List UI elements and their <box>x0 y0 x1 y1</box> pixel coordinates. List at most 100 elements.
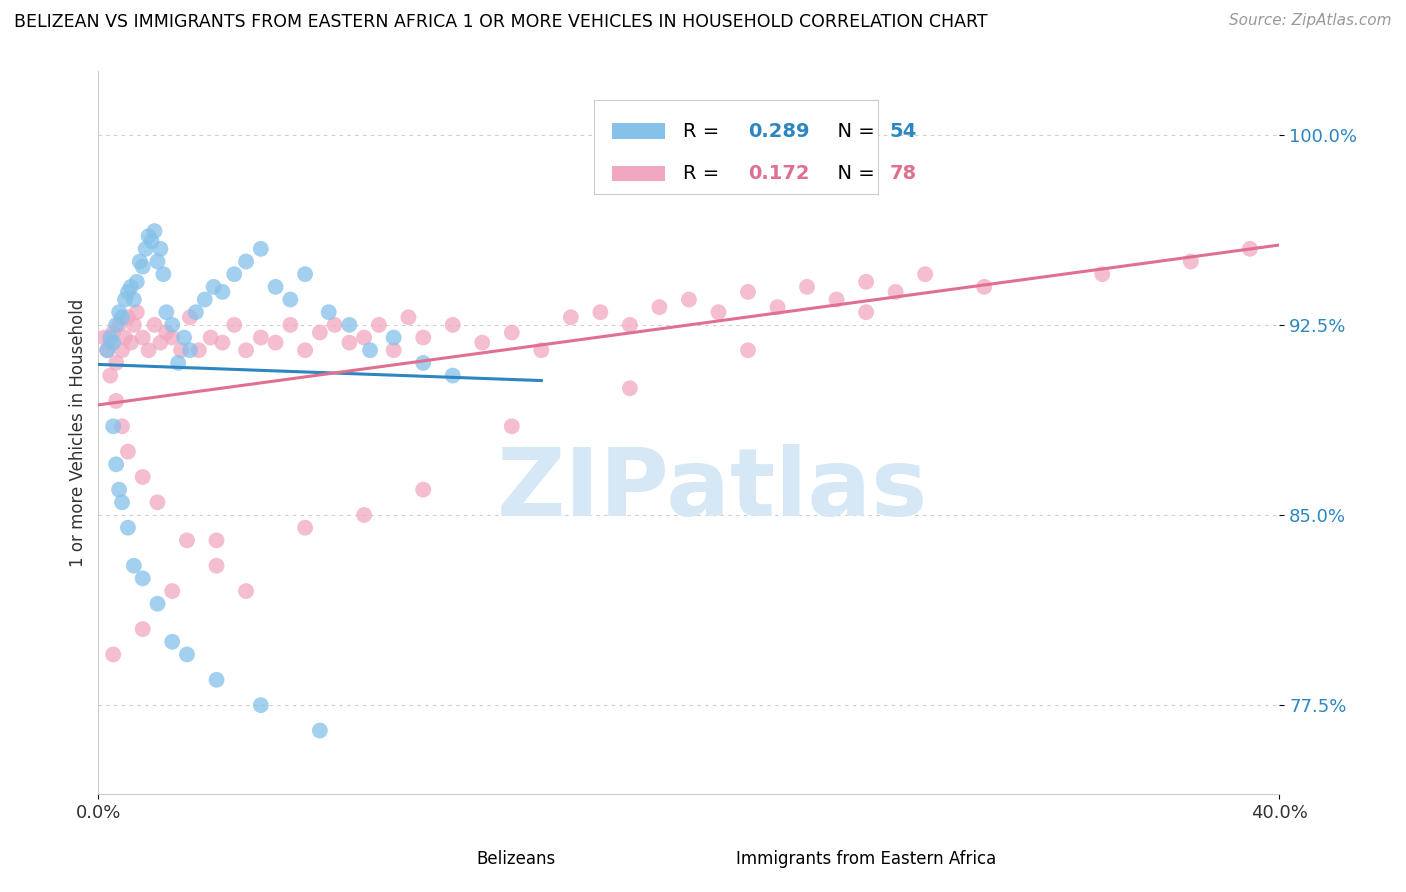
Text: Belizeans: Belizeans <box>477 850 555 868</box>
Point <box>1091 267 1114 281</box>
Point <box>194 293 217 307</box>
Point <box>589 305 612 319</box>
Point <box>111 310 134 325</box>
Point <box>412 483 434 497</box>
Point <box>114 330 136 344</box>
Text: Immigrants from Eastern Africa: Immigrants from Eastern Africa <box>737 850 997 868</box>
Text: 0.289: 0.289 <box>748 121 810 141</box>
Point <box>105 318 128 332</box>
Point <box>224 318 246 332</box>
Point <box>250 242 273 256</box>
Text: N =: N = <box>825 164 880 183</box>
Point <box>162 584 183 599</box>
Point <box>114 293 136 307</box>
Point <box>648 300 671 314</box>
Point <box>211 285 233 299</box>
Point <box>117 521 139 535</box>
Point <box>250 698 273 713</box>
Point <box>103 648 125 662</box>
Point <box>382 343 405 358</box>
Text: ZIPatlas: ZIPatlas <box>496 444 928 536</box>
Point <box>98 335 121 350</box>
Point <box>796 280 818 294</box>
FancyBboxPatch shape <box>612 166 665 181</box>
FancyBboxPatch shape <box>612 123 665 139</box>
Point <box>280 318 302 332</box>
Point <box>149 242 172 256</box>
Point <box>135 242 157 256</box>
Point <box>184 305 207 319</box>
Point <box>619 381 641 395</box>
Point <box>280 293 302 307</box>
Point <box>141 234 163 248</box>
Point <box>132 330 155 344</box>
Point <box>108 318 131 332</box>
Point <box>353 330 375 344</box>
Point <box>162 330 183 344</box>
Point <box>162 634 183 648</box>
Point <box>111 495 134 509</box>
Text: 54: 54 <box>890 121 917 141</box>
Point <box>973 280 995 294</box>
Point <box>179 310 201 325</box>
Point <box>294 267 316 281</box>
Point <box>105 393 128 408</box>
FancyBboxPatch shape <box>429 850 467 868</box>
Point <box>146 254 169 268</box>
Point <box>707 305 730 319</box>
Point <box>103 326 125 340</box>
Point <box>398 310 420 325</box>
Point <box>235 584 257 599</box>
Point <box>120 280 142 294</box>
Point <box>1180 254 1202 268</box>
Text: Source: ZipAtlas.com: Source: ZipAtlas.com <box>1229 13 1392 29</box>
Point <box>98 368 121 383</box>
Point <box>200 330 222 344</box>
Point <box>1239 242 1261 256</box>
Y-axis label: 1 or more Vehicles in Household: 1 or more Vehicles in Household <box>69 299 87 566</box>
Point <box>93 330 115 344</box>
Point <box>309 326 332 340</box>
Point <box>152 267 174 281</box>
Point <box>146 495 169 509</box>
Point <box>235 254 257 268</box>
Point <box>441 368 464 383</box>
Point <box>382 330 405 344</box>
Point <box>122 318 145 332</box>
Point <box>294 343 316 358</box>
Text: 78: 78 <box>890 164 917 183</box>
Point <box>98 330 121 344</box>
Point <box>737 285 759 299</box>
Point <box>105 356 128 370</box>
Point <box>205 673 228 687</box>
Point <box>149 335 172 350</box>
Point <box>678 293 700 307</box>
FancyBboxPatch shape <box>689 850 727 868</box>
Point <box>187 343 209 358</box>
Point <box>122 293 145 307</box>
Point <box>143 224 166 238</box>
Point <box>339 318 361 332</box>
Point <box>103 419 125 434</box>
Point <box>501 326 523 340</box>
Point <box>173 330 195 344</box>
Point <box>111 343 134 358</box>
Point <box>117 444 139 458</box>
Point <box>132 571 155 585</box>
Point <box>205 533 228 548</box>
Point <box>368 318 391 332</box>
Point <box>170 343 193 358</box>
Point <box>339 335 361 350</box>
Point <box>117 310 139 325</box>
Point <box>202 280 225 294</box>
Point <box>914 267 936 281</box>
Text: BELIZEAN VS IMMIGRANTS FROM EASTERN AFRICA 1 OR MORE VEHICLES IN HOUSEHOLD CORRE: BELIZEAN VS IMMIGRANTS FROM EASTERN AFRI… <box>14 13 987 31</box>
Point <box>122 558 145 573</box>
Point <box>108 305 131 319</box>
Point <box>138 343 160 358</box>
Point <box>441 318 464 332</box>
Point <box>309 723 332 738</box>
Point <box>471 335 494 350</box>
Point <box>250 330 273 344</box>
Point <box>128 254 150 268</box>
